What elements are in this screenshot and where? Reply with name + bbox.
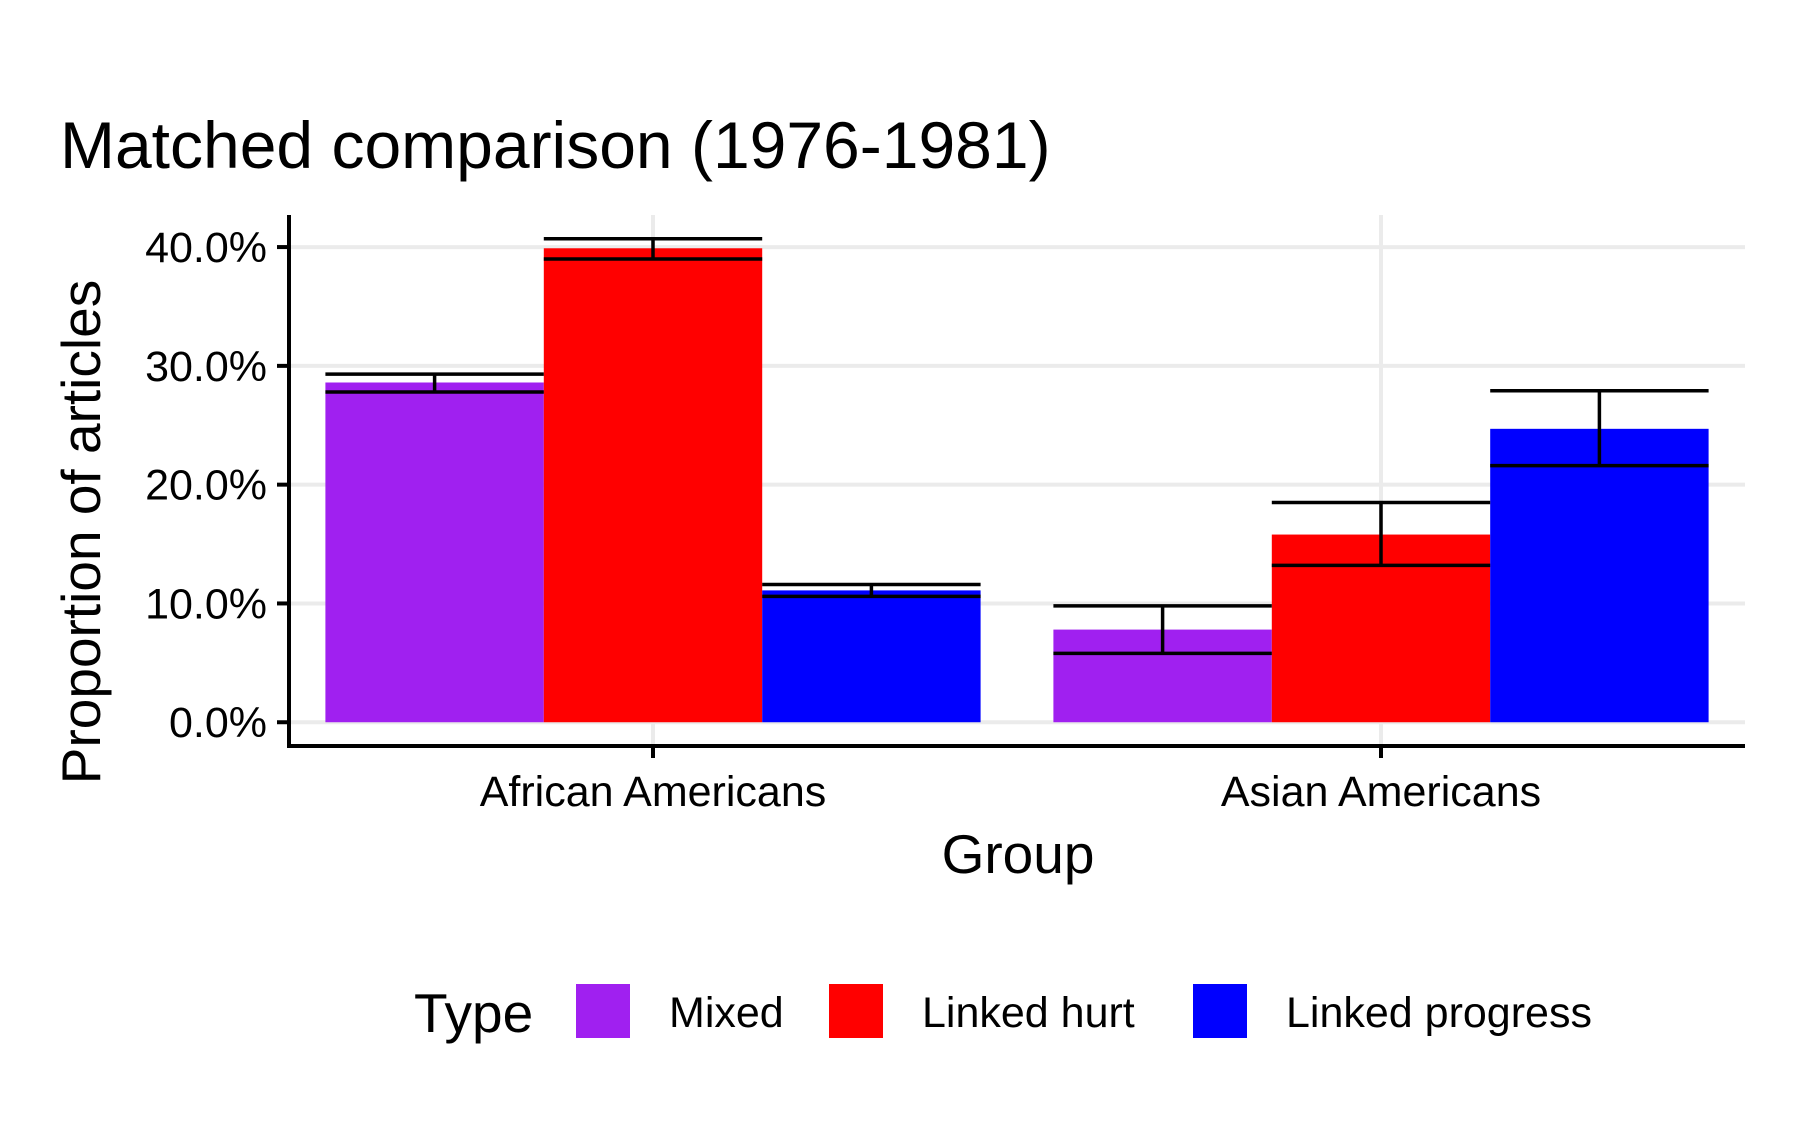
legend-swatch xyxy=(1193,984,1247,1038)
legend-swatch xyxy=(576,984,630,1038)
y-tick-label: 40.0% xyxy=(145,224,267,272)
axes: 0.0% 10.0% 20.0% 30.0% 40.0% African American… xyxy=(145,215,1745,816)
bar xyxy=(543,248,763,723)
legend-label: Linked hurt xyxy=(922,989,1135,1037)
y-tick-label: 10.0% xyxy=(145,580,267,628)
bars xyxy=(325,248,1709,723)
y-tick-label: 30.0% xyxy=(145,343,267,391)
bar xyxy=(762,590,981,723)
chart-title: Matched comparison (1976-1981) xyxy=(60,108,1051,182)
y-axis-title: Proportion of articles xyxy=(50,280,112,784)
x-tick-label: African Americans xyxy=(480,768,827,816)
bar xyxy=(325,382,544,723)
legend-label: Linked progress xyxy=(1286,989,1592,1037)
legend-title: Type xyxy=(414,982,533,1044)
error-bars xyxy=(325,237,1709,656)
x-axis-title: Group xyxy=(942,823,1095,885)
legend: Type Mixed Linked hurt Linked progress xyxy=(414,982,1592,1044)
bar xyxy=(1490,428,1709,723)
y-tick-label: 0.0% xyxy=(169,699,267,747)
y-tick-label: 20.0% xyxy=(145,462,267,510)
x-tick-label: Asian Americans xyxy=(1221,768,1541,816)
legend-swatch xyxy=(829,984,883,1038)
legend-label: Mixed xyxy=(669,989,784,1037)
